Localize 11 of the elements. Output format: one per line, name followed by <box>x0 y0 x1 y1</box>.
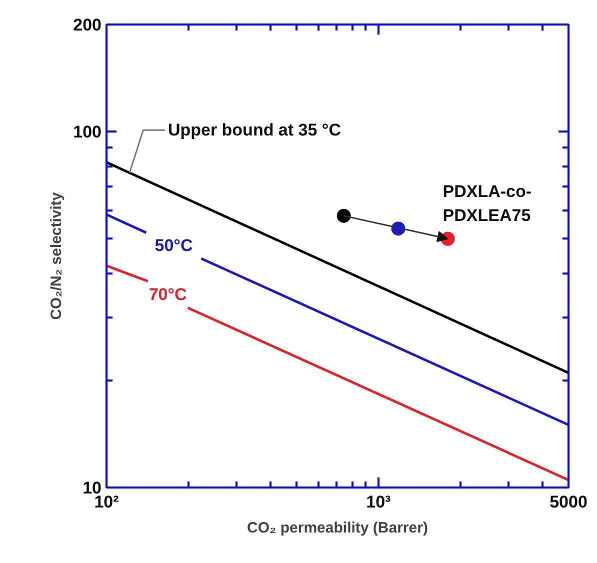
series-label: 50°C <box>154 236 193 256</box>
x-tick-label: 10² <box>94 492 120 512</box>
annotation: PDXLA-co- PDXLEA75 <box>442 182 532 225</box>
x-tick-label: 5000 <box>550 492 588 512</box>
y-tick-label: 100 <box>73 122 102 142</box>
text: Upper bound at 35 °C <box>168 120 341 140</box>
x-axis-title: CO₂ permeability (Barrer) <box>247 520 428 536</box>
y-axis-title: CO₂/N₂ selectivity <box>48 192 66 320</box>
x-tick-label: 10³ <box>366 492 392 512</box>
series-label: 70°C <box>148 284 187 304</box>
y-tick-label: 200 <box>73 16 102 34</box>
